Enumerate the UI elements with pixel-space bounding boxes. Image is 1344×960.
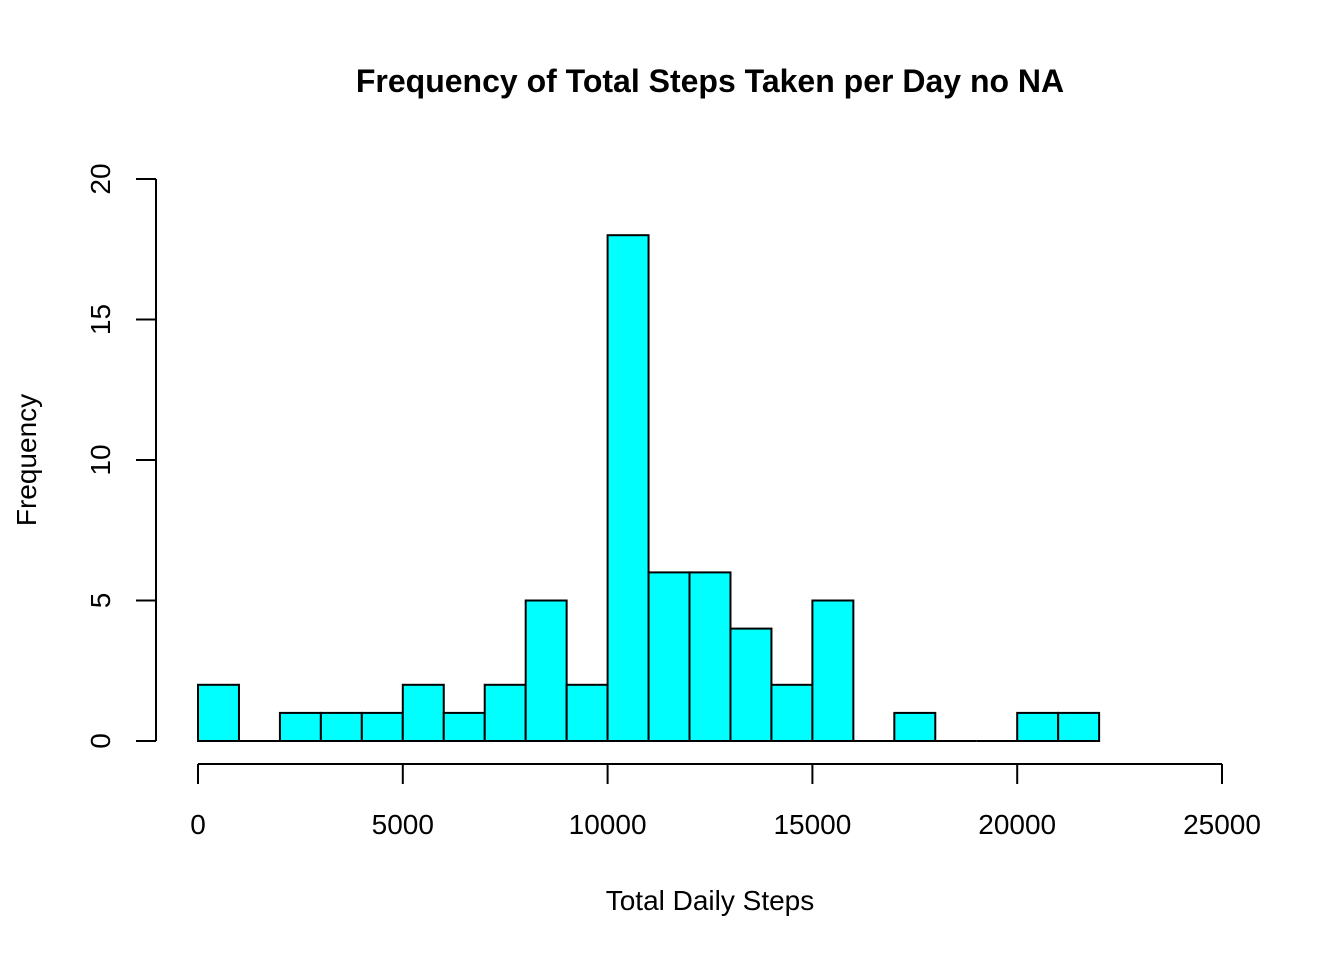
histogram-bar: [565, 683, 609, 742]
histogram-bar: [606, 234, 650, 742]
y-tick-label: 10: [85, 444, 116, 475]
y-tick-label: 20: [85, 163, 116, 194]
histogram-bar: [688, 571, 732, 743]
y-tick-label: 15: [85, 304, 116, 335]
histogram-bar: [1016, 711, 1060, 743]
histogram-bar: [1057, 711, 1101, 743]
x-tick-label: 20000: [978, 809, 1056, 840]
histogram-bar: [197, 683, 240, 742]
y-axis: 0 5 10 15 20: [85, 163, 157, 749]
x-tick-label: 15000: [773, 809, 851, 840]
histogram-bar: [360, 711, 404, 743]
x-axis-label: Total Daily Steps: [606, 885, 815, 916]
histogram-bar: [442, 711, 486, 743]
y-tick-label: 0: [85, 733, 116, 749]
histogram-bar: [319, 711, 363, 743]
bars-layer: [197, 234, 1101, 743]
histogram-bar: [770, 683, 814, 742]
histogram-bar: [647, 571, 691, 743]
y-axis-label: Frequency: [11, 394, 42, 526]
x-tick-label: 10000: [569, 809, 647, 840]
x-tick-label: 5000: [372, 809, 434, 840]
y-tick-label: 5: [85, 593, 116, 609]
histogram-bar: [729, 627, 773, 742]
x-axis: 0 5000 10000 15000 20000 25000: [190, 763, 1261, 840]
x-tick-label: 0: [190, 809, 206, 840]
histogram-bar: [278, 711, 322, 743]
x-tick-label: 25000: [1183, 809, 1261, 840]
chart-title: Frequency of Total Steps Taken per Day n…: [356, 63, 1064, 99]
histogram-bar: [811, 599, 855, 742]
histogram-bar: [401, 683, 445, 742]
histogram-bar: [524, 599, 568, 742]
histogram-bar: [483, 683, 527, 742]
histogram-bar: [893, 711, 937, 743]
